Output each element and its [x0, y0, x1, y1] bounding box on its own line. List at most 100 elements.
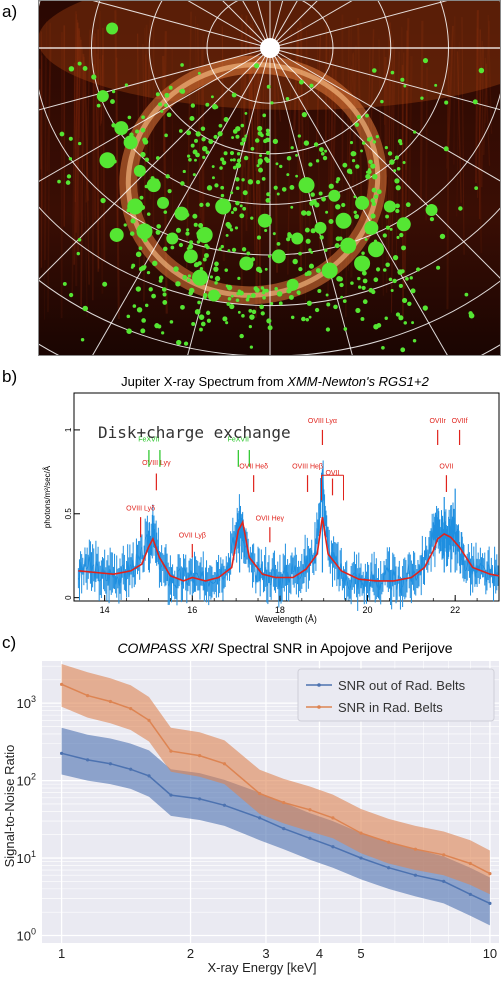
line-label: OVIII Lyα [308, 418, 337, 425]
photon-event-small [236, 298, 240, 302]
snr-xtick-label: 10 [483, 946, 497, 961]
photon-event-small [206, 246, 210, 250]
photon-event-small [291, 316, 294, 319]
photon-event-small [381, 346, 385, 350]
photon-event-small [362, 141, 365, 144]
photon-event-small [361, 252, 364, 255]
photon-event-large [99, 152, 115, 168]
photon-event-small [212, 176, 215, 179]
photon-event-small [235, 177, 239, 181]
snr-point-in [129, 707, 132, 710]
snr-point-out [258, 816, 261, 819]
photon-event-large [192, 270, 208, 286]
photon-event-small [219, 124, 223, 128]
photon-event-small [299, 80, 304, 85]
photon-event-small [242, 207, 246, 211]
photon-event-small [214, 135, 218, 139]
snr-point-out [86, 758, 89, 761]
photon-event-large [314, 222, 326, 234]
photon-event-small [170, 320, 174, 324]
panel-label-b: b) [2, 367, 17, 387]
photon-event-small [124, 223, 127, 226]
photon-event-small [277, 291, 283, 297]
photon-event-small [389, 278, 393, 282]
photon-event-small [458, 206, 462, 210]
line-label: OVIIr [429, 418, 446, 425]
photon-event-small [143, 139, 148, 144]
photon-event-small [298, 134, 301, 137]
photon-event-small [287, 156, 292, 161]
photon-event-small [362, 271, 367, 276]
photon-event-small [279, 301, 283, 305]
photon-event-small [326, 327, 330, 331]
photon-event-small [397, 269, 403, 275]
photon-event-large [291, 233, 303, 245]
photon-event-small [385, 317, 388, 320]
photon-event-small [192, 214, 197, 219]
photon-event-small [91, 74, 96, 79]
photon-event-small [139, 267, 144, 272]
photon-event-small [162, 300, 167, 305]
snr-point-in [469, 862, 472, 865]
photon-event-small [175, 281, 180, 286]
photon-event-small [341, 203, 345, 207]
legend-label-in: SNR in Rad. Belts [338, 700, 443, 715]
snr-xlabel: X-ray Energy [keV] [207, 960, 316, 975]
photon-event-small [389, 159, 395, 165]
photon-event-small [205, 103, 209, 107]
photon-event-small [292, 259, 297, 264]
photon-event-small [396, 312, 400, 316]
photon-event-large [106, 22, 118, 34]
snr-point-out [308, 837, 311, 840]
photon-event-small [355, 164, 359, 168]
photon-event-small [183, 170, 186, 173]
photon-event-small [444, 146, 449, 151]
photon-event-small [374, 195, 378, 199]
photon-event-small [173, 266, 179, 272]
photon-event-small [81, 338, 84, 341]
photon-event-small [262, 296, 266, 300]
photon-event-small [140, 328, 145, 333]
photon-event-small [407, 302, 411, 306]
photon-event-small [162, 292, 166, 296]
photon-event-small [395, 156, 399, 160]
photon-event-small [136, 252, 142, 258]
photon-event-small [355, 122, 359, 126]
photon-event-small [376, 267, 380, 271]
photon-event-small [191, 322, 195, 326]
photon-event-small [372, 188, 377, 193]
photon-event-small [399, 233, 403, 237]
photon-event-small [227, 249, 230, 252]
photon-event-large [157, 197, 169, 209]
photon-event-small [266, 132, 270, 136]
snr-point-in [147, 719, 150, 722]
photon-event-small [430, 217, 434, 221]
photon-event-small [229, 304, 234, 309]
photon-event-small [112, 90, 115, 93]
photon-event-small [391, 71, 395, 75]
photon-event-large [215, 198, 231, 214]
spectrum-panel: Jupiter X-ray Spectrum from XMM-Newton's… [38, 375, 501, 627]
snr-point-in [109, 700, 112, 703]
photon-event-small [413, 339, 416, 342]
photon-event-small [259, 305, 264, 310]
photon-event-small [396, 236, 399, 239]
photon-event-small [164, 93, 169, 98]
photon-event-small [297, 290, 301, 294]
photon-event-small [184, 341, 188, 345]
photon-event-small [365, 238, 368, 241]
photon-event-small [385, 215, 389, 219]
spectrum-title: Jupiter X-ray Spectrum from XMM-Newton's… [121, 375, 429, 389]
photon-event-small [163, 247, 168, 252]
photon-event-small [213, 267, 218, 272]
photon-event-small [231, 136, 234, 139]
photon-event-small [127, 315, 131, 319]
photon-event-small [289, 295, 294, 300]
snr-xtick-label: 2 [187, 946, 194, 961]
photon-event-small [224, 117, 229, 122]
photon-event-small [266, 318, 271, 323]
snr-panel: COMPASS XRI Spectral SNR in Apojove and … [0, 636, 501, 976]
photon-event-small [270, 302, 273, 305]
photon-event-small [276, 162, 279, 165]
photon-event-small [262, 114, 266, 118]
